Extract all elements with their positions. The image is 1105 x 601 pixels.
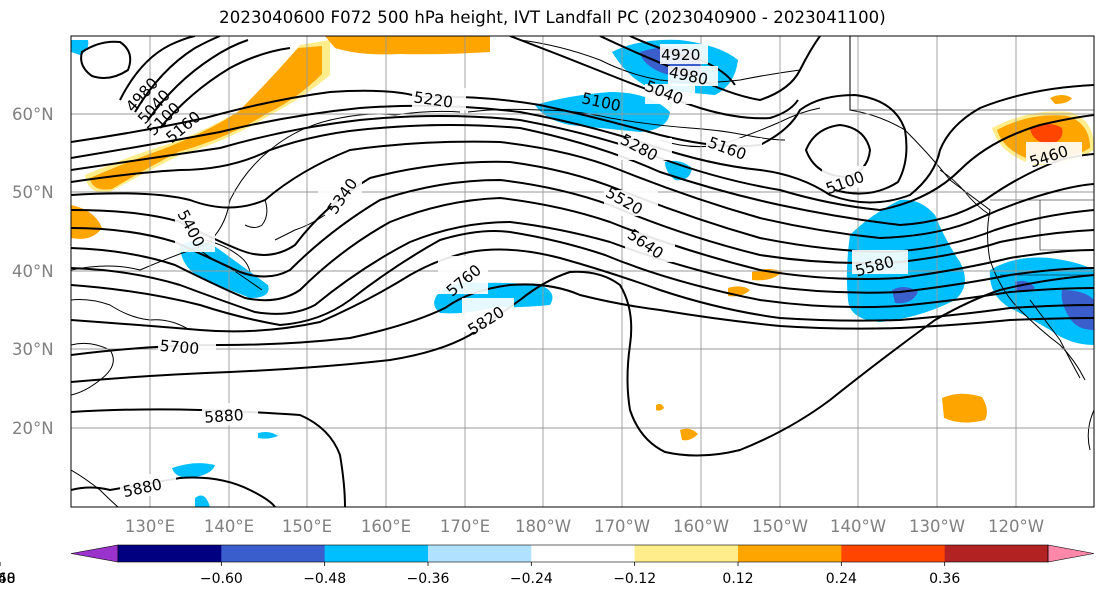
- ivt-positive-region: [680, 428, 698, 441]
- map-frame: [70, 35, 1095, 508]
- ivt-positive-region: [1030, 124, 1063, 145]
- colorbar-segment: [841, 545, 946, 562]
- colorbar-frame: [117, 544, 1049, 563]
- ivt-positive-region: [325, 36, 490, 55]
- colorbar-extend-low: [70, 544, 119, 563]
- ivt-negative-region: [1061, 290, 1094, 330]
- lon-label: 170°E: [440, 517, 490, 536]
- lon-label: 180°W: [515, 517, 571, 536]
- colorbar-segment: [221, 545, 326, 562]
- ivt-positive-region: [1050, 95, 1072, 104]
- colorbar-tick-label: 0.24: [826, 571, 857, 587]
- ivt-negative-region: [172, 463, 215, 478]
- lon-label: 160°W: [673, 517, 729, 536]
- ivt-negative-region: [195, 495, 210, 507]
- coastlines: [71, 36, 1094, 507]
- ivt-positive-region: [71, 205, 102, 239]
- lat-label: 50°N: [12, 183, 54, 202]
- colorbar-segment: [324, 545, 429, 562]
- contour-label: 4920: [661, 46, 700, 64]
- colorbar-tick-label: 0.12: [722, 571, 753, 587]
- lon-label: 150°W: [752, 517, 808, 536]
- colorbar-segment: [531, 545, 636, 562]
- contour-label: 5880: [204, 406, 245, 427]
- colorbar-segment: [634, 545, 739, 562]
- lon-label: 160°E: [361, 517, 411, 536]
- lon-label: 140°E: [204, 517, 254, 536]
- ivt-negative-region: [258, 432, 278, 439]
- lat-label: 60°N: [12, 105, 54, 124]
- lon-label: 170°W: [594, 517, 650, 536]
- lon-label: 120°W: [988, 517, 1044, 536]
- contour-label: 5220: [413, 88, 455, 111]
- colorbar-tick-label: −0.48: [303, 571, 346, 587]
- lon-label: 140°W: [830, 517, 886, 536]
- contour-label: 5700: [159, 337, 200, 358]
- colorbar-segment: [944, 545, 1049, 562]
- height-contours: [71, 36, 1094, 507]
- lon-label: 130°W: [909, 517, 965, 536]
- longitude-labels: 130°E 140°E 150°E 160°E 170°E 180°W 170°…: [125, 517, 1044, 536]
- lon-label: 150°E: [282, 517, 332, 536]
- colorbar-tick-label: 0.48: [0, 571, 16, 587]
- lat-label: 40°N: [12, 262, 54, 281]
- colorbar-segment: [118, 545, 222, 562]
- colorbar-tick-label: 0.36: [929, 571, 960, 587]
- colorbar-extend-high: [1047, 544, 1095, 563]
- latitude-labels: 60°N 50°N 40°N 30°N 20°N: [12, 105, 54, 438]
- colorbar-tick-label: −0.60: [200, 571, 243, 587]
- colorbar-tick-label: −0.12: [613, 571, 656, 587]
- ivt-positive-region: [85, 40, 330, 193]
- lat-label: 20°N: [12, 419, 54, 438]
- map-title: 2023040600 F072 500 hPa height, IVT Land…: [219, 8, 886, 27]
- lat-label: 30°N: [12, 340, 54, 359]
- ivt-positive-region: [656, 404, 664, 411]
- colorbar-tick-label: −0.36: [407, 571, 450, 587]
- colorbar: −0.60 −0.48 −0.36 −0.24 −0.12 0.12 0.24 0.36 0.4…: [0, 544, 1095, 587]
- colorbar-segment: [738, 545, 842, 562]
- ivt-positive-region: [90, 46, 322, 190]
- lon-label: 130°E: [125, 517, 175, 536]
- colorbar-tick-label: 0.60: [0, 571, 16, 587]
- ivt-positive-region: [942, 393, 987, 423]
- colorbar-tick-label: −0.24: [510, 571, 553, 587]
- colorbar-segment: [428, 545, 532, 562]
